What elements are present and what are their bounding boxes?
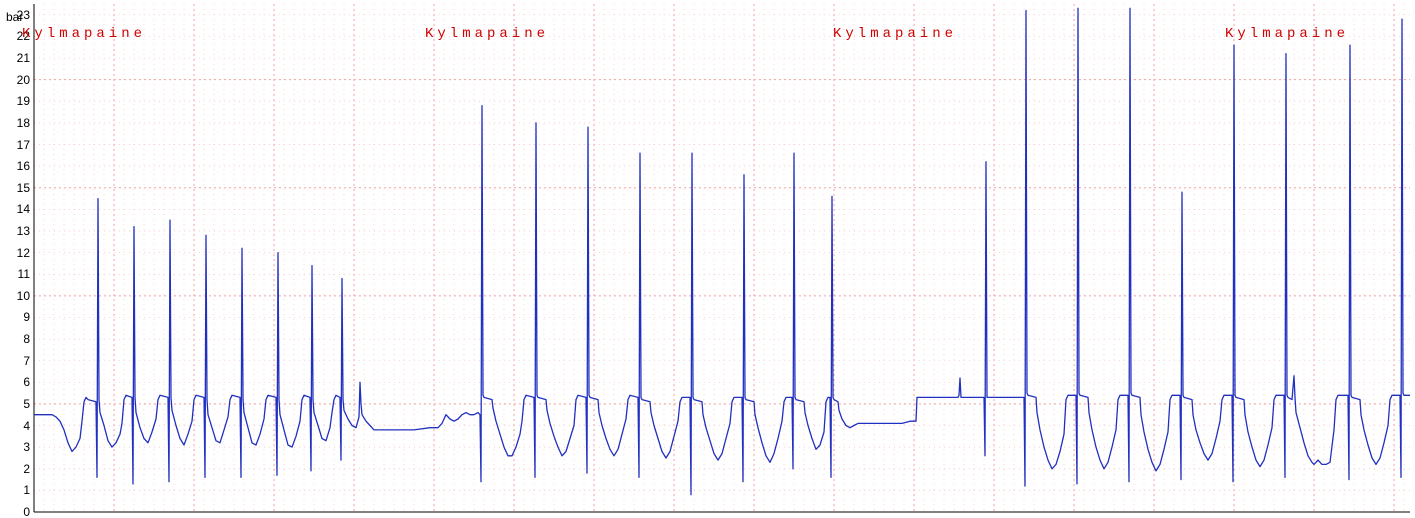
y-tick-label: 18 bbox=[2, 117, 30, 129]
y-tick-label: 6 bbox=[2, 376, 30, 388]
y-tick-label: 17 bbox=[2, 139, 30, 151]
y-tick-label: 2 bbox=[2, 463, 30, 475]
y-tick-label: 7 bbox=[2, 355, 30, 367]
y-tick-label: 1 bbox=[2, 484, 30, 496]
y-tick-label: 19 bbox=[2, 95, 30, 107]
pressure-trace bbox=[34, 8, 1410, 494]
y-tick-label: 3 bbox=[2, 441, 30, 453]
y-tick-label: 21 bbox=[2, 52, 30, 64]
y-tick-label: 15 bbox=[2, 182, 30, 194]
y-tick-label: 4 bbox=[2, 420, 30, 432]
pressure-chart: bar 012345678910111213141516171819202122… bbox=[0, 0, 1415, 518]
y-tick-label: 23 bbox=[2, 9, 30, 21]
y-tick-label: 9 bbox=[2, 311, 30, 323]
y-tick-label: 14 bbox=[2, 203, 30, 215]
y-tick-label: 10 bbox=[2, 290, 30, 302]
y-tick-label: 16 bbox=[2, 160, 30, 172]
series-label: Kylmapaine bbox=[833, 26, 957, 42]
series-label: Kylmapaine bbox=[1225, 26, 1349, 42]
y-tick-label: 11 bbox=[2, 268, 30, 280]
series-label: Kylmapaine bbox=[22, 26, 146, 42]
y-tick-label: 12 bbox=[2, 247, 30, 259]
y-tick-label: 13 bbox=[2, 225, 30, 237]
series-label: Kylmapaine bbox=[425, 26, 549, 42]
y-tick-label: 0 bbox=[2, 506, 30, 518]
y-tick-label: 5 bbox=[2, 398, 30, 410]
y-tick-label: 8 bbox=[2, 333, 30, 345]
chart-svg bbox=[0, 0, 1415, 518]
y-tick-label: 20 bbox=[2, 74, 30, 86]
